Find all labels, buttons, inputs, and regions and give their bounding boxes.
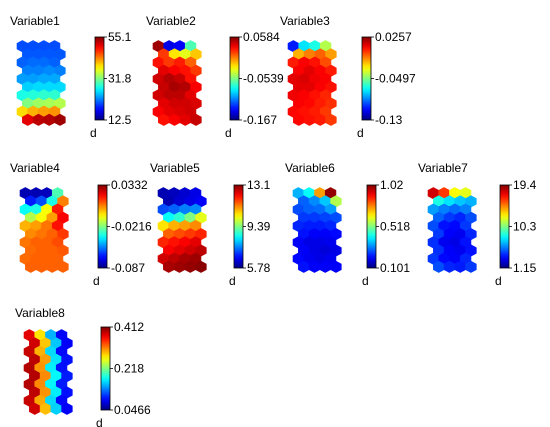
hex-cell [330, 260, 342, 273]
hex-cell [443, 260, 456, 273]
hex-cell [61, 402, 73, 415]
colorbar-tick-label: 0.218 [114, 362, 144, 376]
colorbar-unit-label: d [93, 274, 100, 288]
hex-cell [319, 260, 331, 273]
colorbar-tick-label: 0.0332 [111, 178, 148, 192]
colorbar-unit-label: d [495, 274, 502, 288]
hex-map [427, 187, 477, 273]
colorbar-tick-label: 55.1 [108, 30, 132, 44]
colorbar [499, 184, 510, 269]
colorbar-unit-label: d [362, 274, 369, 288]
hex-cell [54, 113, 66, 126]
hex-cell [22, 113, 34, 126]
hex-cell [303, 113, 316, 126]
hex-map [157, 187, 207, 273]
hex-cell [46, 260, 58, 273]
component-plane-7: Variable7 19.4 10.3 1.15 d [418, 161, 537, 288]
component-plane-1: Variable1 55.1 31.8 12.5 d [10, 14, 132, 140]
colorbar-tick-label: 12.5 [108, 113, 132, 127]
hex-cell [43, 113, 55, 126]
hex-cell [465, 260, 477, 273]
colorbar-unit-label: d [357, 126, 364, 140]
colorbar-tick-label: 13.1 [247, 178, 271, 192]
hex-cell [179, 113, 191, 126]
hex-cell [454, 260, 466, 273]
hex-map [23, 329, 73, 415]
hex-map [19, 187, 69, 273]
colorbar-tick-label: 9.39 [247, 220, 271, 234]
hex-cell [184, 260, 196, 273]
plane-title: Variable3 [280, 14, 330, 28]
component-plane-8: Variable8 0.412 0.218 0.0466 d [15, 306, 151, 427]
plane-title: Variable4 [10, 161, 60, 175]
colorbar [366, 184, 377, 269]
colorbar-unit-label: d [96, 416, 103, 427]
hex-cell [39, 402, 52, 415]
colorbar [97, 184, 108, 269]
colorbar-tick-label: 1.02 [380, 178, 404, 192]
hex-map [292, 187, 342, 273]
colorbar-tick-label: -0.087 [111, 261, 145, 275]
hex-cell [314, 113, 326, 126]
colorbar-unit-label: d [90, 126, 97, 140]
hex-map [152, 40, 202, 126]
hex-cell [293, 113, 305, 126]
hex-map [287, 40, 337, 126]
colorbar-unit-label: d [229, 274, 236, 288]
colorbar-tick-label: 0.412 [114, 320, 144, 334]
colorbar-tick-label: 10.3 [513, 220, 537, 234]
colorbar-tick-label: -0.13 [375, 113, 403, 127]
component-plane-4: Variable4 0.0332 -0.0216 -0.087 d [10, 161, 152, 288]
hex-cell [190, 113, 202, 126]
plane-title: Variable7 [418, 161, 468, 175]
plane-title: Variable8 [15, 306, 65, 320]
colorbar-tick-label: -0.0497 [375, 72, 416, 86]
hex-cell [308, 260, 321, 273]
hex-map [16, 40, 66, 126]
colorbar-tick-label: 1.15 [513, 261, 537, 275]
hex-cell [57, 260, 69, 273]
colorbar-tick-label: 0.0584 [243, 30, 280, 44]
colorbar [361, 36, 372, 121]
hex-cell [35, 260, 48, 273]
plane-title: Variable1 [10, 14, 60, 28]
hex-cell [298, 260, 310, 273]
hex-cell [29, 402, 41, 415]
colorbar-tick-label: 0.0466 [114, 403, 151, 417]
colorbar [229, 36, 240, 121]
plane-title: Variable2 [146, 14, 196, 28]
hex-cell [50, 402, 62, 415]
colorbar-tick-label: -0.0539 [243, 72, 284, 86]
colorbar [100, 326, 111, 411]
hex-cell [325, 113, 337, 126]
component-plane-5: Variable5 13.1 9.39 5.78 d [150, 161, 271, 288]
component-plane-6: Variable6 1.02 0.518 0.101 d [285, 161, 410, 288]
hex-cell [433, 260, 445, 273]
hex-cell [173, 260, 186, 273]
colorbar-tick-label: 5.78 [247, 261, 271, 275]
colorbar-tick-label: 19.4 [513, 178, 537, 192]
colorbar-tick-label: 31.8 [108, 72, 132, 86]
hex-cell [32, 113, 45, 126]
plane-title: Variable6 [285, 161, 335, 175]
colorbar [94, 36, 105, 121]
hex-cell [195, 260, 207, 273]
plane-title: Variable5 [150, 161, 200, 175]
component-plane-3: Variable3 0.0257 -0.0497 -0.13 d [280, 14, 416, 140]
colorbar-tick-label: 0.518 [380, 220, 410, 234]
colorbar-tick-label: -0.0216 [111, 220, 152, 234]
component-plane-2: Variable2 0.0584 -0.0539 -0.167 d [146, 14, 284, 140]
colorbar-tick-label: 0.0257 [375, 30, 412, 44]
hex-cell [168, 113, 181, 126]
colorbar [233, 184, 244, 269]
hex-cell [158, 113, 170, 126]
hex-cell [163, 260, 175, 273]
colorbar-tick-label: -0.167 [243, 113, 277, 127]
colorbar-unit-label: d [225, 126, 232, 140]
hex-cell [25, 260, 37, 273]
colorbar-tick-label: 0.101 [380, 261, 410, 275]
